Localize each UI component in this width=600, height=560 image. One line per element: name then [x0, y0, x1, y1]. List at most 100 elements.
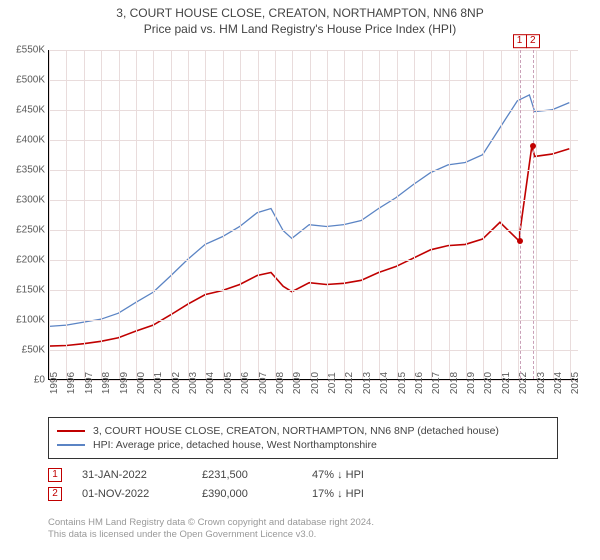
gridline-v	[292, 50, 293, 379]
legend-swatch	[57, 430, 85, 432]
gridline-v	[136, 50, 137, 379]
gridline-v	[553, 50, 554, 379]
gridline-v	[49, 50, 50, 379]
gridline-v	[119, 50, 120, 379]
x-axis-label: 1995	[49, 372, 60, 394]
legend-label: HPI: Average price, detached house, West…	[93, 439, 377, 451]
x-axis-label: 2011	[327, 372, 338, 394]
legend-row-price-paid: 3, COURT HOUSE CLOSE, CREATON, NORTHAMPT…	[57, 425, 549, 437]
gridline-v	[536, 50, 537, 379]
y-axis-label: £150K	[16, 285, 45, 296]
x-axis-label: 2024	[553, 372, 564, 394]
legend-box: 3, COURT HOUSE CLOSE, CREATON, NORTHAMPT…	[48, 417, 558, 459]
gridline-v	[223, 50, 224, 379]
x-axis-label: 2013	[362, 372, 373, 394]
chart-area: £0£50K£100K£150K£200K£250K£300K£350K£400…	[48, 50, 578, 380]
y-axis-label: £300K	[16, 195, 45, 206]
x-axis-label: 2004	[205, 372, 216, 394]
y-axis-label: £250K	[16, 225, 45, 236]
gridline-v	[570, 50, 571, 379]
gridline-v	[240, 50, 241, 379]
marker-number-box: 2	[526, 34, 540, 48]
gridline-h	[49, 260, 578, 261]
gridline-h	[49, 50, 578, 51]
gridline-v	[84, 50, 85, 379]
x-axis-label: 2010	[310, 372, 321, 394]
gridline-v	[414, 50, 415, 379]
footer-line1: Contains HM Land Registry data © Crown c…	[48, 517, 374, 529]
y-axis-label: £500K	[16, 75, 45, 86]
marker-dot	[517, 238, 523, 244]
gridline-v	[501, 50, 502, 379]
title-line2: Price paid vs. HM Land Registry's House …	[0, 22, 600, 36]
annotation-marker: 1	[48, 468, 62, 482]
x-axis-label: 2019	[466, 372, 477, 394]
gridline-v	[171, 50, 172, 379]
x-axis-label: 2005	[223, 372, 234, 394]
marker-number-box: 1	[513, 34, 527, 48]
legend-label: 3, COURT HOUSE CLOSE, CREATON, NORTHAMPT…	[93, 425, 499, 437]
plot-region: £0£50K£100K£150K£200K£250K£300K£350K£400…	[48, 50, 578, 380]
gridline-v	[379, 50, 380, 379]
annotation-table: 1 31-JAN-2022 £231,500 47% ↓ HPI 2 01-NO…	[48, 463, 558, 506]
x-axis-label: 2000	[136, 372, 147, 394]
gridline-v	[483, 50, 484, 379]
x-axis-label: 1996	[66, 372, 77, 394]
x-axis-label: 2023	[536, 372, 547, 394]
gridline-v	[449, 50, 450, 379]
gridline-h	[49, 80, 578, 81]
down-arrow-icon: ↓	[337, 469, 343, 481]
gridline-v	[397, 50, 398, 379]
x-axis-label: 2008	[275, 372, 286, 394]
gridline-v	[466, 50, 467, 379]
x-axis-label: 2018	[449, 372, 460, 394]
annotation-pct: 17% ↓ HPI	[312, 488, 372, 500]
gridline-h	[49, 140, 578, 141]
gridline-h	[49, 170, 578, 171]
annotation-pct: 47% ↓ HPI	[312, 469, 372, 481]
y-axis-label: £200K	[16, 255, 45, 266]
gridline-v	[362, 50, 363, 379]
annotation-date: 01-NOV-2022	[82, 488, 202, 500]
x-axis-label: 2016	[414, 372, 425, 394]
x-axis-label: 2002	[171, 372, 182, 394]
gridline-v	[431, 50, 432, 379]
gridline-v	[258, 50, 259, 379]
x-axis-label: 2014	[379, 372, 390, 394]
gridline-h	[49, 320, 578, 321]
gridline-v	[205, 50, 206, 379]
annotation-date: 31-JAN-2022	[82, 469, 202, 481]
gridline-v	[275, 50, 276, 379]
gridline-h	[49, 290, 578, 291]
x-axis-label: 2020	[483, 372, 494, 394]
gridline-v	[310, 50, 311, 379]
x-axis-label: 2017	[431, 372, 442, 394]
y-axis-label: £350K	[16, 165, 45, 176]
gridline-h	[49, 350, 578, 351]
x-axis-label: 2009	[292, 372, 303, 394]
footer-line2: This data is licensed under the Open Gov…	[48, 529, 374, 541]
y-axis-label: £400K	[16, 135, 45, 146]
x-axis-label: 2012	[344, 372, 355, 394]
footer-attribution: Contains HM Land Registry data © Crown c…	[48, 517, 374, 542]
marker-vline	[533, 50, 534, 379]
gridline-h	[49, 230, 578, 231]
x-axis-label: 1998	[101, 372, 112, 394]
gridline-h	[49, 110, 578, 111]
marker-dot	[530, 143, 536, 149]
y-axis-label: £450K	[16, 105, 45, 116]
x-axis-label: 1997	[84, 372, 95, 394]
gridline-v	[344, 50, 345, 379]
marker-vline	[520, 50, 521, 379]
x-axis-label: 2003	[188, 372, 199, 394]
x-axis-label: 2025	[570, 372, 581, 394]
gridline-v	[101, 50, 102, 379]
line-series-svg	[49, 50, 578, 379]
legend-swatch	[57, 444, 85, 446]
x-axis-label: 2001	[153, 372, 164, 394]
title-line1: 3, COURT HOUSE CLOSE, CREATON, NORTHAMPT…	[0, 6, 600, 20]
x-axis-label: 2006	[240, 372, 251, 394]
chart-title: 3, COURT HOUSE CLOSE, CREATON, NORTHAMPT…	[0, 0, 600, 36]
y-axis-label: £100K	[16, 315, 45, 326]
x-axis-label: 1999	[119, 372, 130, 394]
